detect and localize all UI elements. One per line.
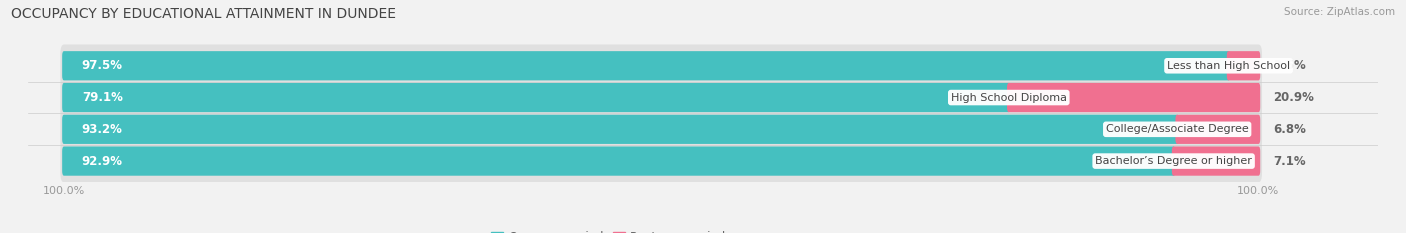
Text: Bachelor’s Degree or higher: Bachelor’s Degree or higher (1095, 156, 1253, 166)
Text: College/Associate Degree: College/Associate Degree (1107, 124, 1249, 134)
Text: Source: ZipAtlas.com: Source: ZipAtlas.com (1284, 7, 1395, 17)
FancyBboxPatch shape (60, 45, 1263, 87)
Text: High School Diploma: High School Diploma (950, 93, 1067, 103)
FancyBboxPatch shape (62, 147, 1175, 176)
Legend: Owner-occupied, Renter-occupied: Owner-occupied, Renter-occupied (486, 226, 730, 233)
FancyBboxPatch shape (62, 51, 1230, 80)
FancyBboxPatch shape (62, 83, 1011, 112)
Text: 92.9%: 92.9% (82, 154, 122, 168)
FancyBboxPatch shape (60, 76, 1263, 119)
Text: 97.5%: 97.5% (82, 59, 122, 72)
Text: 2.5%: 2.5% (1272, 59, 1306, 72)
FancyBboxPatch shape (1171, 147, 1260, 176)
FancyBboxPatch shape (1007, 83, 1260, 112)
FancyBboxPatch shape (62, 115, 1180, 144)
FancyBboxPatch shape (1175, 115, 1260, 144)
Text: 6.8%: 6.8% (1272, 123, 1306, 136)
FancyBboxPatch shape (60, 108, 1263, 151)
Text: 20.9%: 20.9% (1272, 91, 1313, 104)
FancyBboxPatch shape (1227, 51, 1260, 80)
Text: Less than High School: Less than High School (1167, 61, 1291, 71)
Text: 79.1%: 79.1% (82, 91, 122, 104)
Text: OCCUPANCY BY EDUCATIONAL ATTAINMENT IN DUNDEE: OCCUPANCY BY EDUCATIONAL ATTAINMENT IN D… (11, 7, 396, 21)
Text: 7.1%: 7.1% (1272, 154, 1305, 168)
Text: 93.2%: 93.2% (82, 123, 122, 136)
FancyBboxPatch shape (60, 140, 1263, 182)
